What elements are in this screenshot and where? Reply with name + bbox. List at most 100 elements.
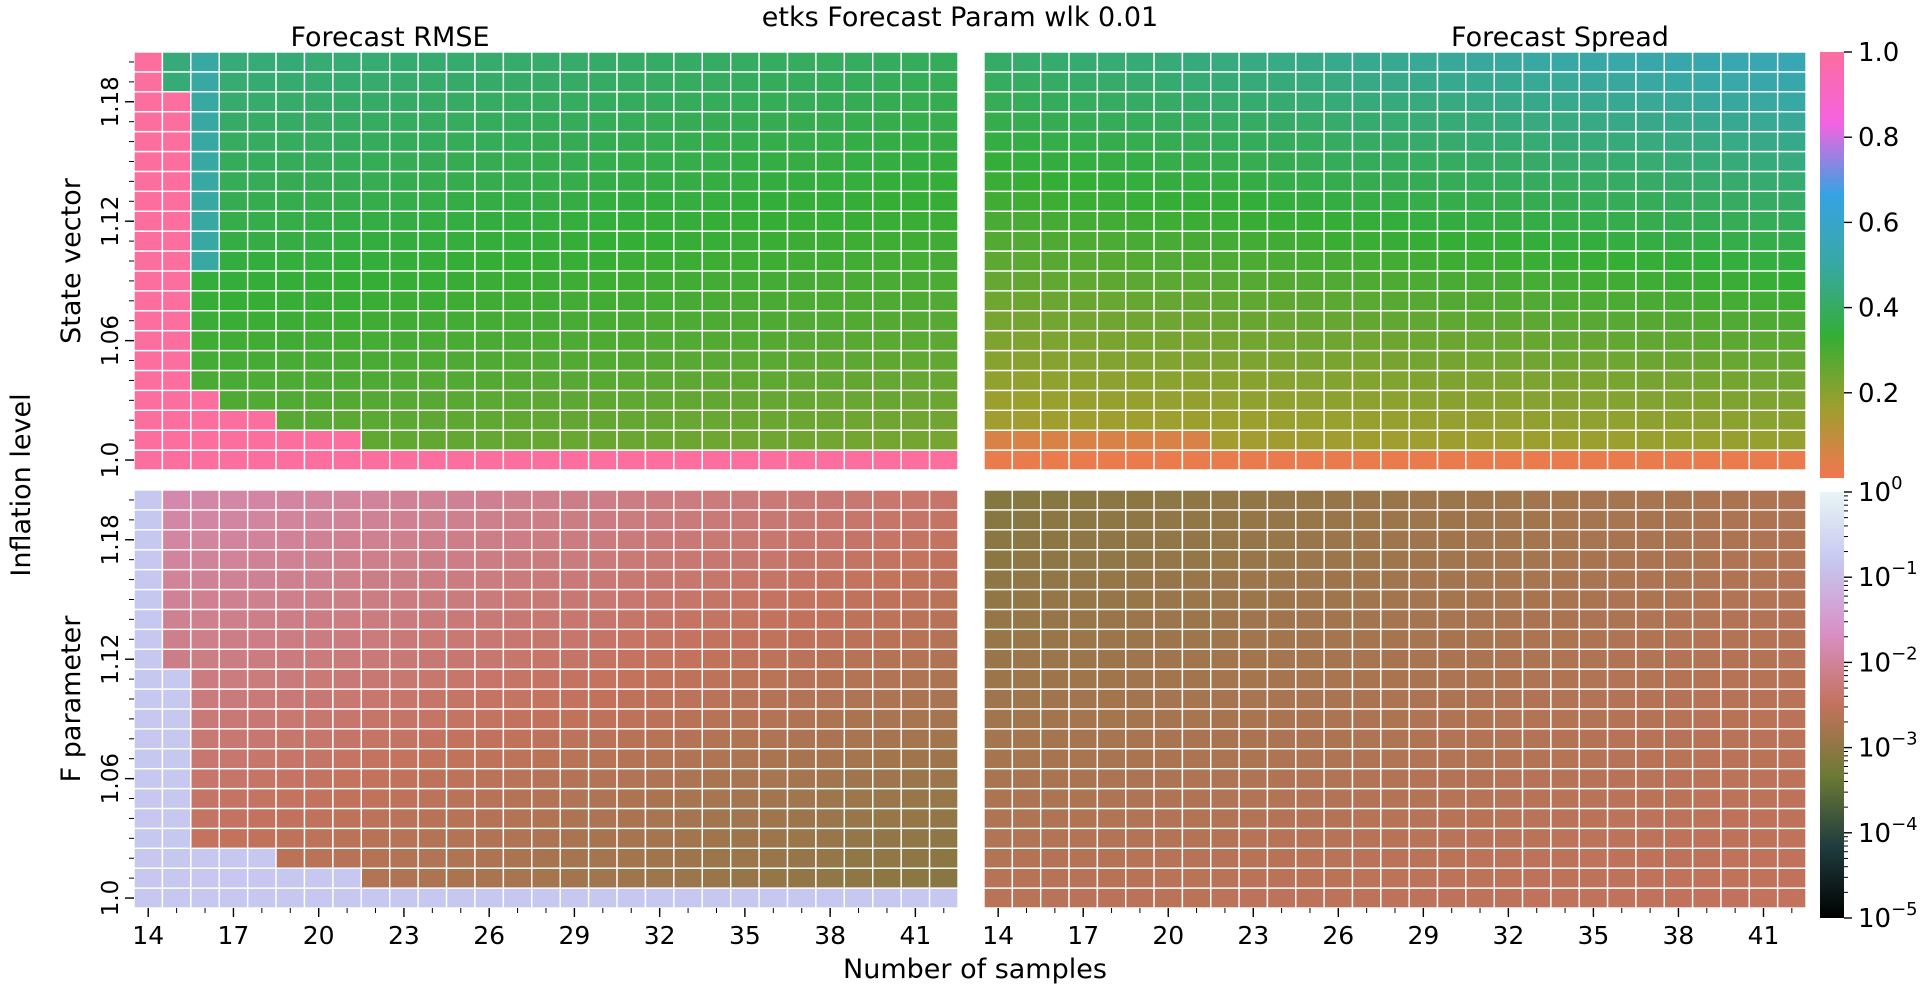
heatmap-cell [190, 369, 220, 392]
heatmap-cell [729, 51, 760, 73]
heatmap-cell [928, 787, 959, 810]
heatmap-cell [417, 310, 448, 332]
heatmap-cell [502, 270, 533, 292]
heatmap-cell [1153, 389, 1184, 411]
heatmap-cell [1323, 549, 1354, 571]
heatmap-cell [1663, 648, 1694, 670]
heatmap-cell [1380, 150, 1410, 173]
heatmap-cell [1521, 409, 1552, 431]
heatmap-cell [1493, 728, 1524, 750]
heatmap-cell [1691, 349, 1722, 372]
heatmap-cell [161, 290, 192, 312]
heatmap-cell [1776, 230, 1807, 252]
heatmap-cell [843, 568, 874, 591]
heatmap-cell [1691, 170, 1722, 193]
heatmap-cell [1153, 71, 1184, 93]
heatmap-cell [701, 748, 732, 770]
heatmap-cell [1295, 429, 1325, 451]
heatmap-cell [303, 648, 334, 670]
heatmap-cell [1238, 767, 1269, 790]
heatmap-cell [502, 529, 533, 551]
heatmap-cell [1039, 210, 1070, 232]
heatmap-cell [445, 91, 476, 113]
heatmap-cell [1493, 51, 1524, 73]
heatmap-cell [531, 329, 561, 352]
heatmap-cell [1748, 568, 1779, 591]
heatmap-cell [843, 329, 874, 352]
heatmap-cell [1521, 91, 1552, 113]
heatmap-cell [1181, 767, 1212, 790]
heatmap-cell [1465, 529, 1495, 551]
heatmap-cell [673, 290, 703, 312]
heatmap-cell [1266, 51, 1297, 73]
heatmap-cell [1210, 230, 1240, 252]
heatmap-cell [389, 190, 419, 212]
heatmap-cell [133, 389, 164, 411]
heatmap-cell [161, 668, 192, 690]
heatmap-cell [360, 847, 391, 869]
heatmap-cell [1606, 369, 1637, 392]
heatmap-cell [275, 329, 306, 352]
heatmap-cell [417, 489, 448, 511]
heatmap-cell [502, 150, 533, 173]
heatmap-cell [1521, 867, 1552, 889]
heatmap-cell [587, 111, 618, 133]
heatmap-cell [983, 588, 1014, 611]
heatmap-cell [417, 51, 448, 73]
x-tick-label: 29 [1407, 921, 1439, 950]
heatmap-cell [133, 688, 164, 710]
heatmap-cell [133, 270, 164, 292]
heatmap-cell [303, 389, 334, 411]
heatmap-cell [1663, 389, 1694, 411]
heatmap-cell [587, 449, 618, 471]
heatmap-cell [1295, 310, 1325, 332]
heatmap-cell [616, 91, 647, 113]
heatmap-cell [1691, 668, 1722, 690]
heatmap-cell [303, 847, 334, 869]
heatmap-cell [587, 310, 618, 332]
heatmap-cell [1011, 887, 1042, 909]
heatmap-cell [815, 827, 846, 849]
heatmap-cell [1635, 290, 1665, 312]
heatmap-cell [843, 130, 874, 153]
heatmap-cell [616, 509, 647, 531]
heatmap-cell [502, 250, 533, 272]
heatmap-cell [1436, 230, 1467, 252]
heatmap-cell [474, 270, 505, 292]
colorbar-tick-label: 0.2 [1858, 379, 1899, 409]
heatmap-cell [1011, 668, 1042, 690]
heatmap-cell [644, 409, 675, 431]
heatmap-cell [1125, 568, 1155, 591]
heatmap-cell [389, 290, 419, 312]
heatmap-cell [872, 389, 902, 411]
heatmap-cell [1323, 807, 1354, 830]
heatmap-cell [1266, 389, 1297, 411]
heatmap-cell [559, 230, 590, 252]
heatmap-cell [1011, 230, 1042, 252]
heatmap-cell [1039, 230, 1070, 252]
heatmap-cell [815, 429, 846, 451]
heatmap-cell [1153, 529, 1184, 551]
x-tick-label: 23 [388, 921, 420, 950]
heatmap-cell [729, 549, 760, 571]
heatmap-cell [1550, 230, 1580, 252]
heatmap-cell [616, 409, 647, 431]
heatmap-cell [729, 787, 760, 810]
heatmap-cell [218, 51, 249, 73]
heatmap-cell [815, 170, 846, 193]
heatmap-cell [1720, 787, 1751, 810]
heatmap-cell [644, 369, 675, 392]
heatmap-cell [445, 290, 476, 312]
heatmap-cell [1691, 210, 1722, 232]
heatmap-cell [1663, 608, 1694, 631]
heatmap-cell [900, 568, 931, 591]
heatmap-cell [928, 608, 959, 631]
heatmap-cell [1776, 250, 1807, 272]
heatmap-cell [729, 708, 760, 730]
heatmap-cell [1295, 369, 1325, 392]
heatmap-cell [1521, 827, 1552, 849]
heatmap-cell [1295, 230, 1325, 252]
heatmap-cell [1663, 708, 1694, 730]
heatmap-cell [1380, 91, 1410, 113]
heatmap-cell [1096, 91, 1127, 113]
